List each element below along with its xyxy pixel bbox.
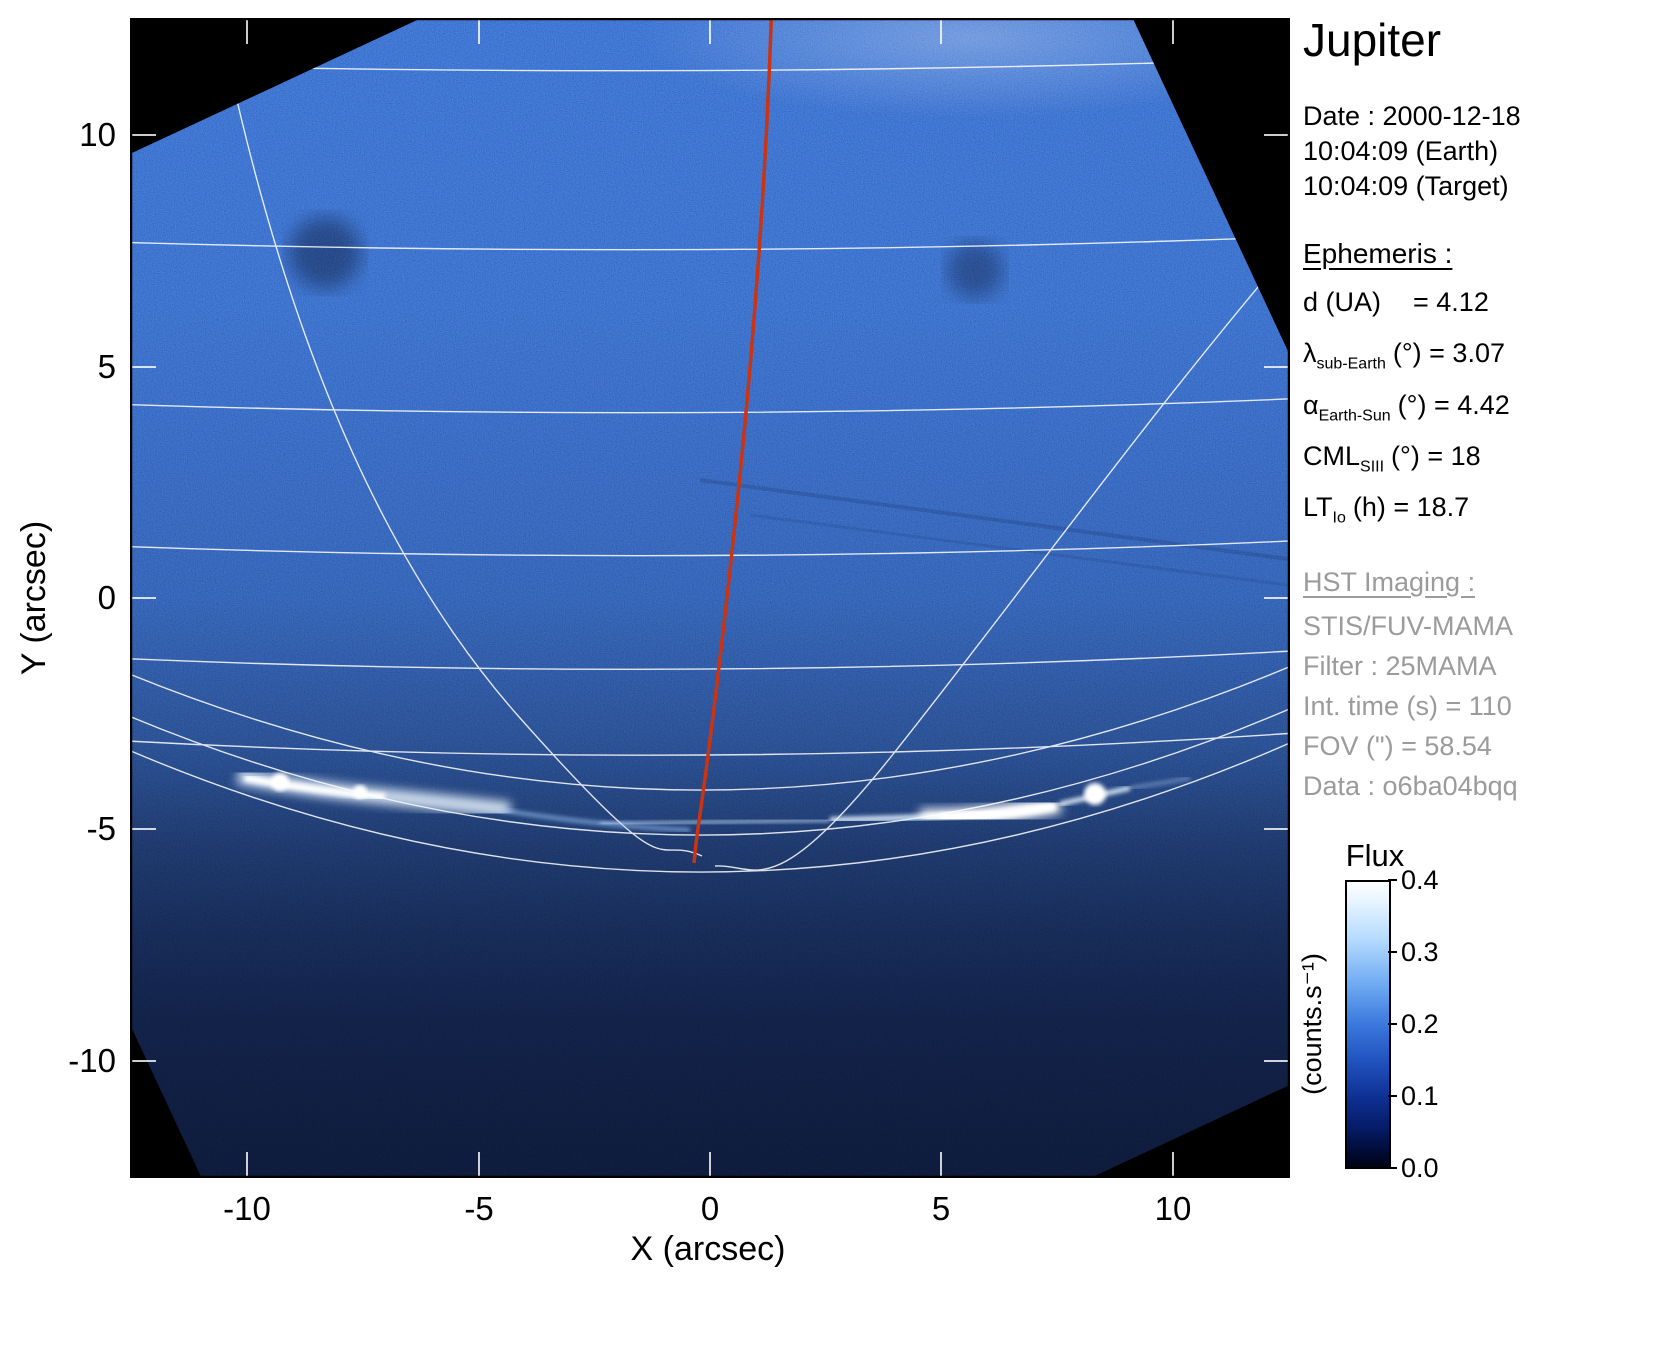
y-axis-title: Y (arcsec) [15, 520, 53, 676]
observation-time-target: 10:04:09 (Target) [1303, 170, 1509, 201]
ephemeris-row: LTIo (h) = 18.7 [1303, 487, 1673, 538]
colorbar-tick [1388, 951, 1397, 953]
hst-imaging-block: STIS/FUV-MAMA Filter : 25MAMA Int. time … [1303, 606, 1673, 806]
colorbar-title: Flux [1345, 838, 1405, 873]
colorbar-tick-label: 0.2 [1401, 1009, 1439, 1039]
detector-field [130, 18, 1290, 1178]
ephemeris-value: (°) = 4.42 [1397, 389, 1510, 420]
colorbar-tick-label: 0.4 [1401, 865, 1439, 895]
colorbar-units-label: (counts.s⁻¹) [1297, 953, 1327, 1095]
ephemeris-row: λsub-Earth (°) = 3.07 [1303, 333, 1673, 384]
dark-spots [289, 217, 1003, 298]
x-tick-label: 0 [700, 1190, 720, 1227]
hst-filter: Filter : 25MAMA [1303, 650, 1497, 681]
ephemeris-subscript: Earth-Sun [1318, 407, 1391, 425]
colorbar-tick-label: 0.3 [1401, 937, 1439, 967]
y-tick-label: 5 [97, 348, 116, 385]
top-haze [640, 18, 1290, 118]
ephemeris-value: (h) = 18.7 [1352, 492, 1470, 523]
y-tick-label: -10 [68, 1042, 116, 1079]
colorbar-tick-label: 0.1 [1401, 1081, 1439, 1111]
observation-time-earth: 10:04:09 (Earth) [1303, 135, 1499, 166]
y-tick-label: -5 [86, 810, 116, 847]
ephemeris-heading: Ephemeris : [1303, 237, 1453, 269]
ephemeris-subscript: Io [1332, 509, 1346, 527]
ephemeris-symbol: d (UA) [1303, 286, 1382, 317]
ephemeris-symbol: λ [1303, 338, 1317, 369]
ephemeris-subscript: sub-Earth [1316, 355, 1386, 373]
hst-data-id: Data : o6ba04bqq [1303, 770, 1518, 801]
cml-meridian-line [692, 18, 774, 864]
colorbar-tick [1388, 1095, 1397, 1097]
ephemeris-symbol: CML [1303, 441, 1361, 472]
image-plot [130, 18, 1290, 1178]
colorbar-gradient [1345, 880, 1391, 1169]
ephemeris-value: (°) = 3.07 [1392, 338, 1505, 369]
ephemeris-list: d (UA) = 4.12 λsub-Earth (°) = 3.07 αEarth… [1303, 282, 1673, 539]
colorbar-tick [1388, 1167, 1397, 1169]
x-tick-label: 5 [931, 1190, 951, 1227]
colorbar-tick [1388, 1023, 1397, 1025]
colorbar-tick [1388, 879, 1397, 881]
graticule [130, 18, 1290, 873]
ephemeris-row: CMLSIII (°) = 18 [1303, 436, 1673, 487]
colorbar-tick-label: 0.0 [1401, 1153, 1439, 1183]
aurora-arc [236, 768, 1191, 832]
axis-ticks [131, 19, 1289, 1177]
ephemeris-symbol: α [1303, 389, 1319, 420]
observation-date: Date : 2000-12-18 [1303, 100, 1521, 131]
hst-int-time: Int. time (s) = 110 [1303, 690, 1512, 721]
hst-imaging-heading: HST Imaging : [1303, 566, 1476, 597]
y-tick-label: 10 [79, 116, 116, 153]
plot-frame [130, 18, 1290, 1178]
ephemeris-row: d (UA) = 4.12 [1303, 282, 1673, 333]
ephemeris-symbol: LT [1303, 492, 1333, 523]
x-tick-label: 10 [1154, 1190, 1192, 1227]
ephemeris-value: (°) = 18 [1391, 441, 1481, 472]
observation-block: Date : 2000-12-18 10:04:09 (Earth) 10:04… [1303, 99, 1673, 204]
info-panel: Jupiter Date : 2000-12-18 10:04:09 (Eart… [1303, 14, 1673, 806]
ephemeris-value: = 4.12 [1413, 286, 1489, 317]
page-title: Jupiter [1303, 14, 1442, 66]
ephemeris-subscript: SIII [1360, 458, 1385, 476]
x-tick-label: -5 [464, 1190, 494, 1227]
ephemeris-row: αEarth-Sun (°) = 4.42 [1303, 385, 1673, 436]
x-axis-title: X (arcsec) [630, 1230, 786, 1268]
hst-fov: FOV (") = 58.54 [1303, 730, 1492, 761]
hst-instrument: STIS/FUV-MAMA [1303, 610, 1514, 641]
y-tick-label: 0 [97, 579, 116, 616]
x-tick-label: -10 [223, 1190, 271, 1227]
